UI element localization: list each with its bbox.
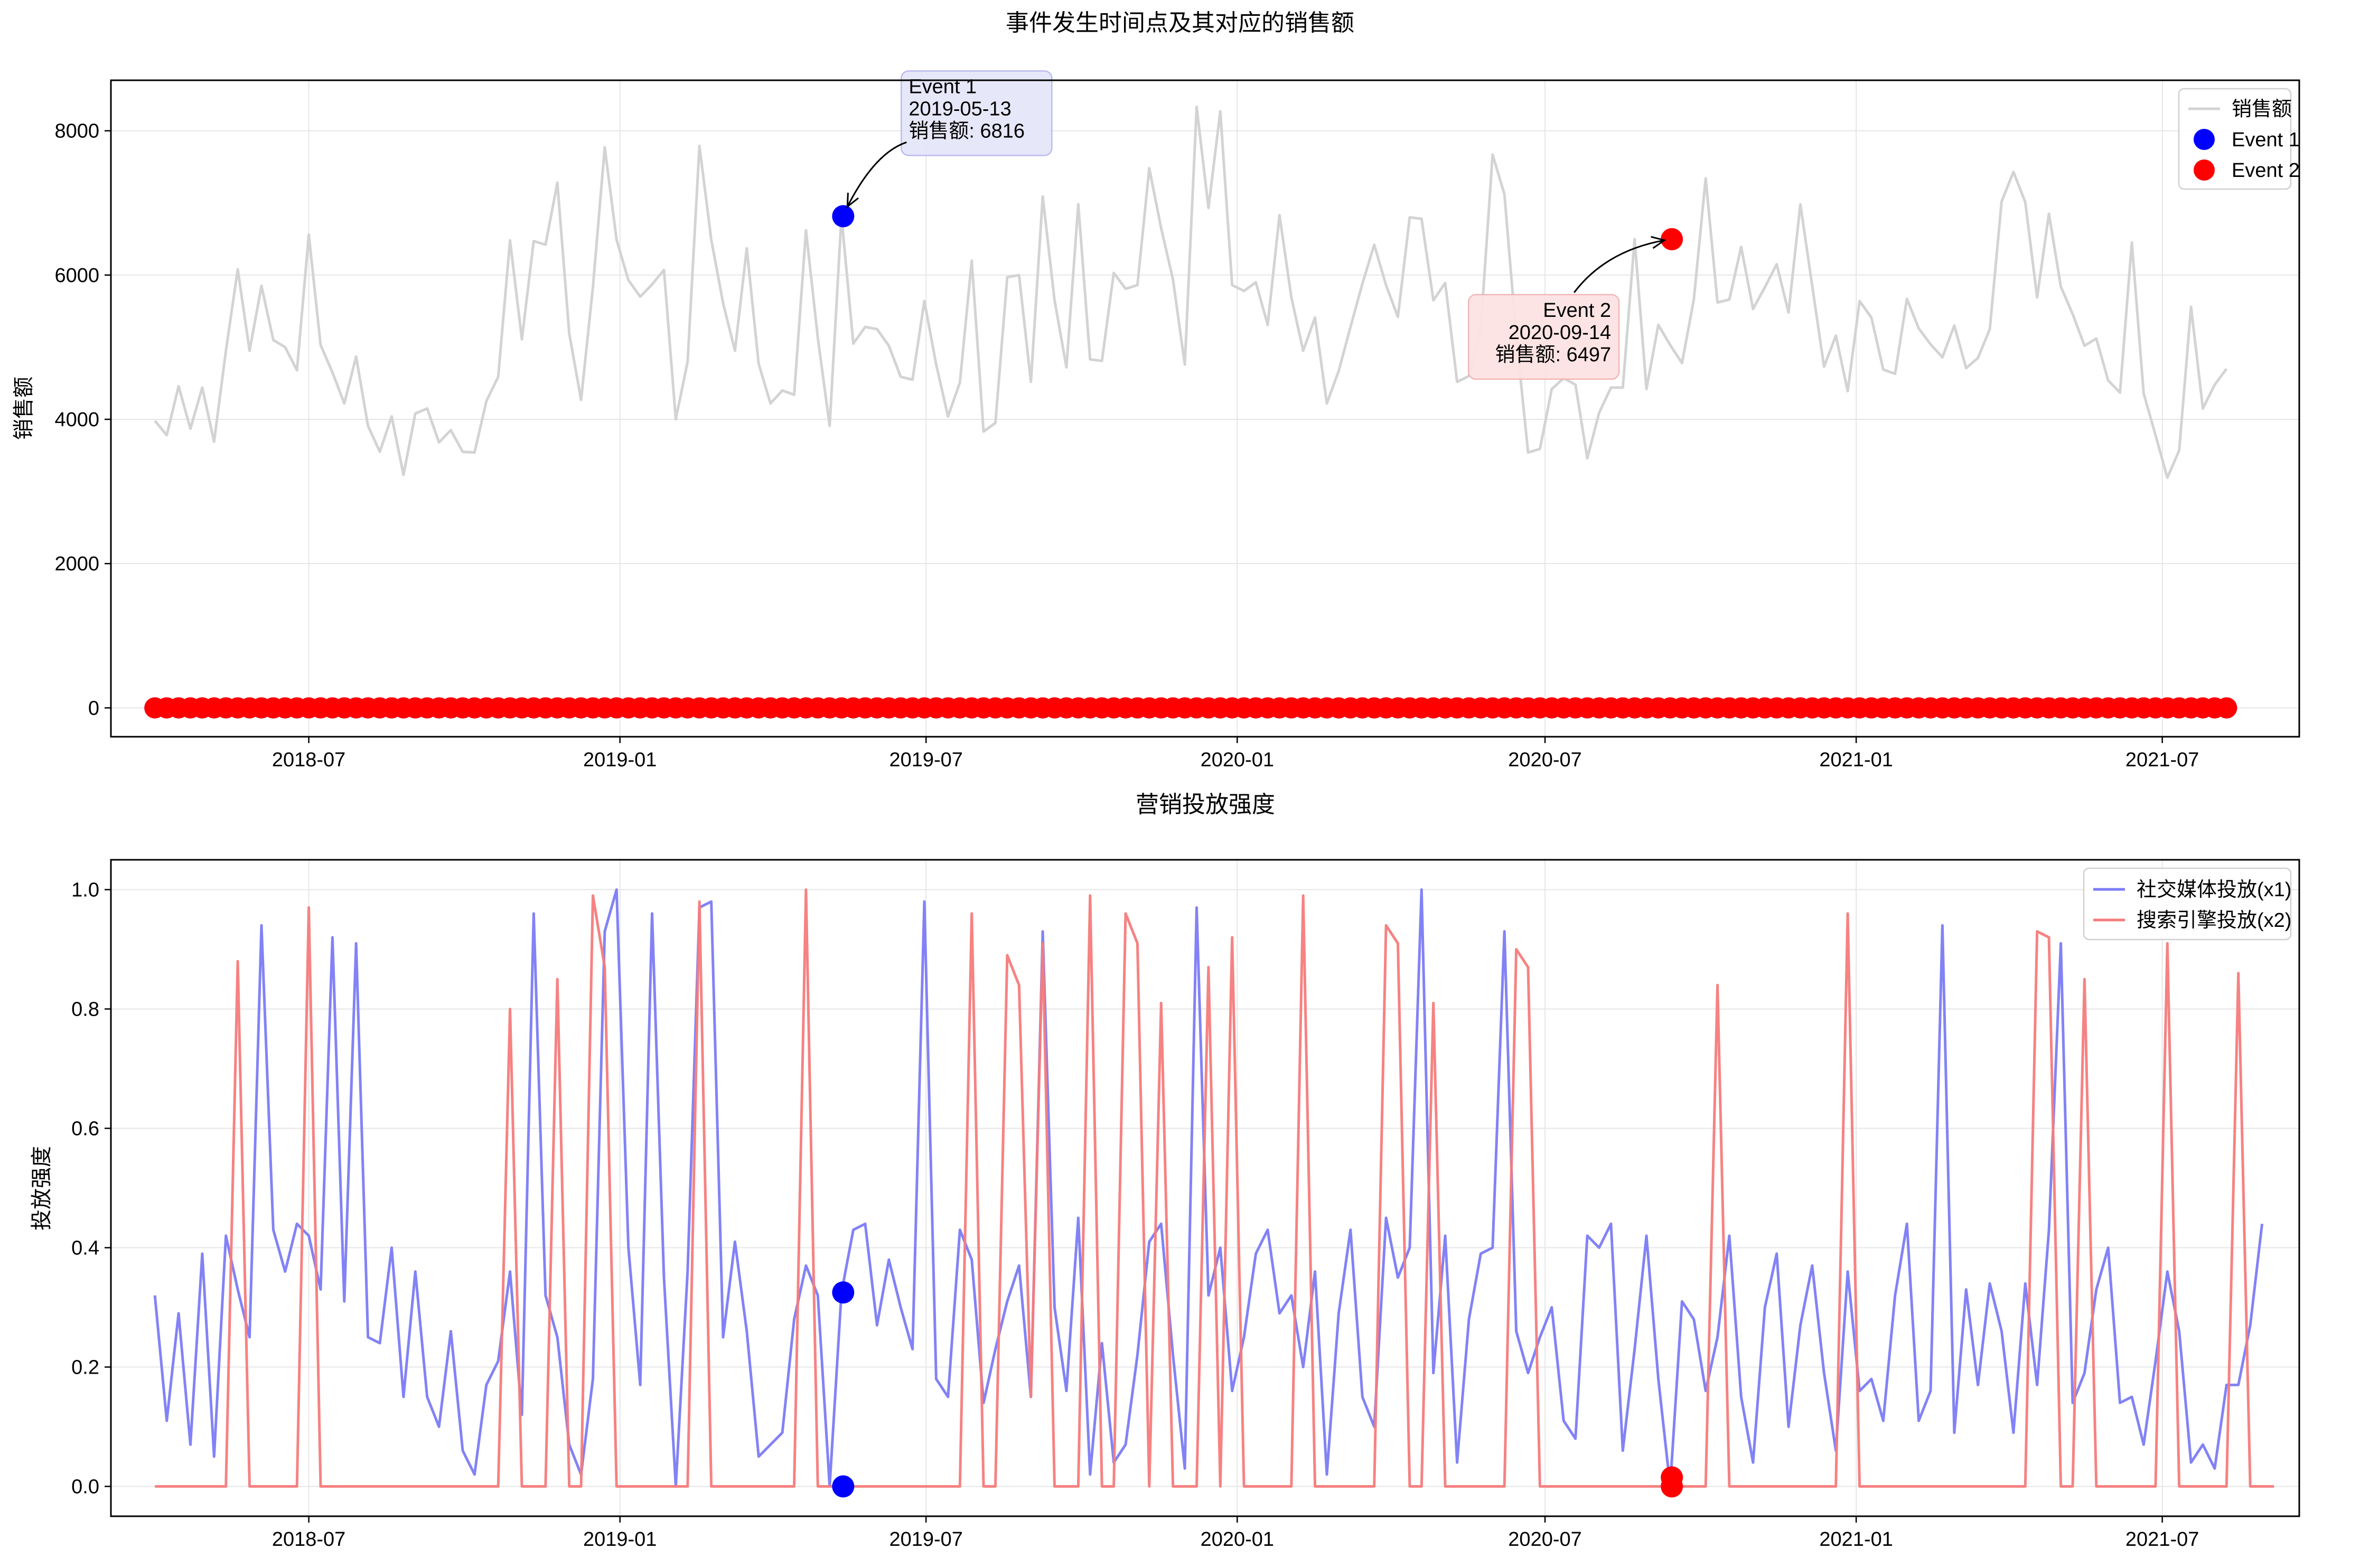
x-tick-label: 2021-01 <box>1819 749 1893 771</box>
x-tick-label: 2021-07 <box>2125 749 2199 771</box>
x-tick-label: 2020-07 <box>1508 749 1581 771</box>
bottom-y-axis-label: 投放强度 <box>30 1146 53 1231</box>
bottom-panel: 营销投放强度 2018-07 2019-01 2019-07 2020-01 2020-… <box>30 792 2300 1551</box>
legend-search-label: 搜索引擎投放(x2) <box>2137 909 2291 932</box>
x-tick-label: 2020-07 <box>1508 1528 1581 1551</box>
bottom-y-ticks: 0.0 0.2 0.4 0.6 0.8 1.0 <box>71 879 111 1498</box>
y-tick-label: 0.6 <box>71 1118 99 1140</box>
x-tick-label: 2019-01 <box>583 1528 657 1551</box>
event1-point <box>832 205 855 228</box>
x-tick-label: 2021-01 <box>1819 1528 1893 1551</box>
search-engine-line <box>155 888 2274 1488</box>
annotation-event-label: Event 2 <box>1543 299 1611 322</box>
annotation-value: 销售额: 6497 <box>1495 344 1612 366</box>
x-tick-label: 2021-07 <box>2125 1528 2199 1551</box>
event2-point <box>1661 228 1683 250</box>
annotation-date: 2020-09-14 <box>1509 322 1611 344</box>
y-tick-label: 1.0 <box>71 879 99 902</box>
annotation-arrow <box>1573 239 1665 293</box>
legend-event1-swatch <box>2194 129 2215 150</box>
top-axes-frame <box>110 79 2300 738</box>
y-tick-label: 0.4 <box>71 1237 99 1260</box>
bottom-x-ticks: 2018-07 2019-01 2019-07 2020-01 2020-07 2021-… <box>272 1516 2199 1551</box>
y-tick-label: 0 <box>88 697 99 719</box>
top-legend: 销售额 Event 1 Event 2 <box>2178 88 2300 190</box>
top-zero-markers <box>144 697 2237 719</box>
social-media-line <box>153 888 2264 1488</box>
legend-frame <box>2083 867 2292 941</box>
bottom-panel-title: 营销投放强度 <box>1136 792 1275 818</box>
annotation-box <box>901 70 1053 156</box>
y-tick-label: 0.8 <box>71 999 99 1021</box>
legend-event2-label: Event 2 <box>2232 159 2300 182</box>
top-y-ticks: 0 2000 4000 6000 8000 <box>54 120 111 719</box>
annotation-arrowhead <box>1651 236 1666 249</box>
annotation-arrowhead <box>846 192 859 209</box>
annotation-date: 2019-05-13 <box>909 98 1011 120</box>
top-series <box>154 106 2228 480</box>
sales-line <box>154 106 2228 480</box>
annotation-box <box>1467 294 1620 380</box>
y-tick-label: 2000 <box>54 553 99 575</box>
x-tick-label: 2019-01 <box>583 749 657 771</box>
annotation-event-label: Event 1 <box>909 76 977 98</box>
x-tick-label: 2020-01 <box>1201 1528 1274 1551</box>
top-y-axis-label: 销售额 <box>12 377 35 440</box>
event1-intensity-point <box>832 1475 855 1498</box>
event2-intensity-point <box>1661 1466 1683 1489</box>
legend-sales-label: 销售额 <box>2232 98 2292 120</box>
y-tick-label: 0.0 <box>71 1476 99 1498</box>
annotation-arrow <box>847 141 907 208</box>
x-tick-label: 2018-07 <box>272 1528 345 1551</box>
y-tick-label: 4000 <box>54 409 99 431</box>
event1-intensity-point <box>832 1281 855 1304</box>
y-tick-label: 8000 <box>54 120 99 143</box>
legend-event1-label: Event 1 <box>2232 129 2300 151</box>
event2-zero-point <box>2216 697 2237 719</box>
x-tick-label: 2020-01 <box>1201 749 1274 771</box>
bottom-axes-frame <box>110 859 2300 1517</box>
x-tick-label: 2019-07 <box>889 1528 962 1551</box>
legend-social-label: 社交媒体投放(x1) <box>2137 879 2291 901</box>
x-tick-label: 2018-07 <box>272 749 345 771</box>
x-tick-label: 2019-07 <box>889 749 962 771</box>
bottom-series <box>153 888 2274 1488</box>
annotation-value: 销售额: 6816 <box>909 120 1025 142</box>
figure-suptitle: 事件发生时间点及其对应的销售额 <box>1006 10 1354 36</box>
legend-event2-swatch <box>2194 159 2215 181</box>
bottom-legend: 社交媒体投放(x1) 搜索引擎投放(x2) <box>2083 867 2292 941</box>
top-x-ticks: 2018-07 2019-01 2019-07 2020-01 2020-07 2021-… <box>272 737 2199 771</box>
y-tick-label: 6000 <box>54 265 99 287</box>
y-tick-label: 0.2 <box>71 1357 99 1379</box>
bottom-event-markers <box>832 1281 1683 1498</box>
